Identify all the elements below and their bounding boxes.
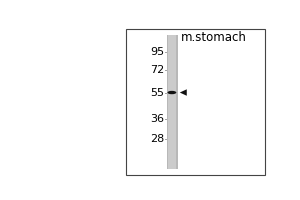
Polygon shape (180, 89, 187, 96)
Ellipse shape (167, 91, 176, 94)
Bar (168, 35, 176, 169)
Bar (126, 29, 266, 175)
Text: 55: 55 (150, 88, 164, 98)
Text: 72: 72 (150, 65, 164, 75)
Text: 95: 95 (150, 47, 164, 57)
Text: 28: 28 (150, 134, 164, 144)
Text: 36: 36 (150, 114, 164, 124)
Bar (167, 35, 178, 169)
Text: m.stomach: m.stomach (181, 31, 247, 44)
